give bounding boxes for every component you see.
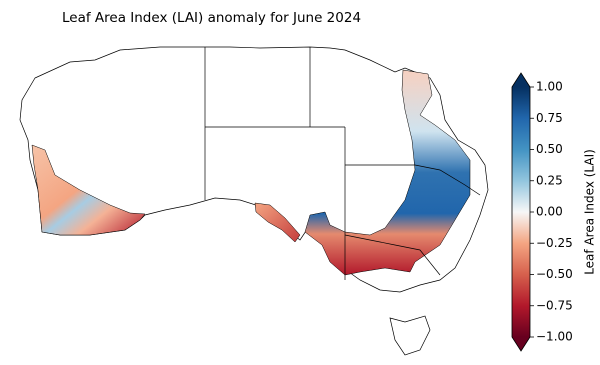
map (19, 46, 489, 356)
colorbar-tick-label: 1.00 (536, 80, 563, 94)
colorbar-tick-label: 0.25 (536, 173, 563, 187)
colorbar-tick-label: −0.25 (536, 236, 573, 250)
colorbar: Leaf Area Index (LAI) 1.00 0.75 0.50 0.25 0.… (511, 72, 597, 352)
anomaly-region-east (304, 69, 471, 276)
colorbar-extend-min (512, 337, 530, 351)
colorbar-tick-label: 0.75 (536, 111, 563, 125)
colorbar-tick-label: 0.50 (536, 142, 563, 156)
anomaly-region-sa (254, 202, 301, 243)
colorbar-label: Leaf Area Index (LAI) (583, 149, 597, 275)
colorbar-tick-label: −0.75 (536, 298, 573, 312)
colorbar-tick-label: 0.00 (536, 205, 563, 219)
colorbar-ramp (512, 87, 530, 337)
state-borders (204, 47, 481, 280)
tasmania (389, 315, 431, 356)
colorbar-tick-label: −1.00 (536, 330, 573, 344)
colorbar-tick-label: −0.50 (536, 267, 573, 281)
anomaly-region-wa (31, 144, 146, 236)
map-title: Leaf Area Index (LAI) anomaly for June 2… (62, 10, 361, 26)
colorbar-extend-max (512, 73, 530, 87)
